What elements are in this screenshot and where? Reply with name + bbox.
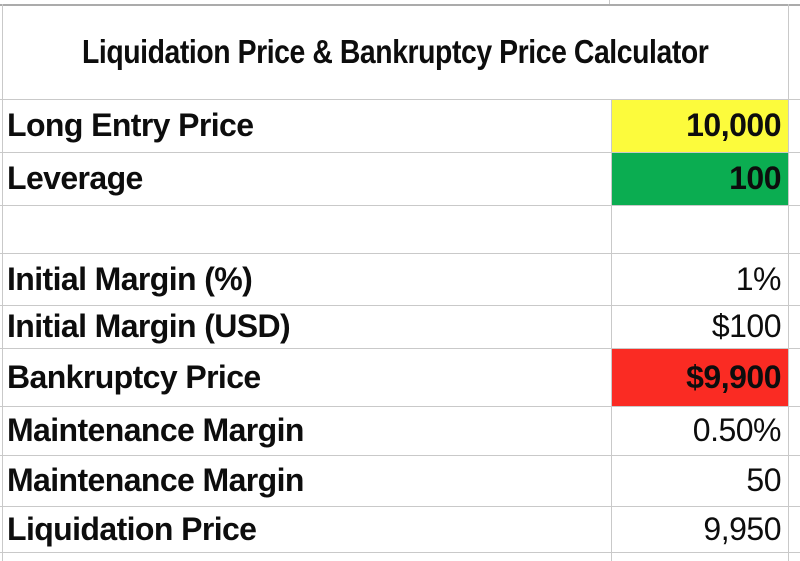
bankruptcy-price-value-cell[interactable]: $9,900: [611, 348, 788, 406]
maintenance-margin-pct-value-cell[interactable]: 0.50%: [692, 412, 782, 448]
page-title: Liquidation Price & Bankruptcy Price Cal…: [81, 32, 709, 70]
row-long-entry-price: Long Entry Price 10,000: [0, 99, 800, 152]
gridline-horizontal: [0, 205, 800, 206]
liquidation-price-label[interactable]: Liquidation Price: [7, 510, 257, 547]
gridline-horizontal: [0, 455, 800, 456]
initial-margin-usd-label[interactable]: Initial Margin (USD): [7, 308, 291, 344]
row-initial-margin-pct: Initial Margin (%) 1%: [0, 253, 800, 305]
gridline-vertical: [609, 0, 610, 4]
gridline-horizontal: [0, 348, 800, 349]
maintenance-margin-usd-label[interactable]: Maintenance Margin: [7, 462, 304, 498]
row-maintenance-margin-pct: Maintenance Margin 0.50%: [0, 406, 800, 455]
row-liquidation-price: Liquidation Price 9,950: [0, 506, 800, 552]
gridline-horizontal: [0, 406, 800, 407]
row-empty: [0, 205, 800, 253]
row-initial-margin-usd: Initial Margin (USD) $100: [0, 305, 800, 348]
title-cell: Liquidation Price & Bankruptcy Price Cal…: [2, 4, 788, 99]
leverage-label[interactable]: Leverage: [7, 160, 143, 196]
long-entry-price-label[interactable]: Long Entry Price: [7, 107, 254, 143]
initial-margin-pct-value-cell[interactable]: 1%: [735, 260, 782, 297]
calculator-table: Liquidation Price & Bankruptcy Price Cal…: [0, 4, 800, 552]
initial-margin-pct-label[interactable]: Initial Margin (%): [7, 260, 253, 297]
gridline-horizontal: [0, 4, 800, 6]
gridline-horizontal: [0, 506, 800, 507]
liquidation-price-value-cell[interactable]: 9,950: [703, 510, 781, 547]
initial-margin-usd-value-cell[interactable]: $100: [711, 308, 782, 344]
title-row: Liquidation Price & Bankruptcy Price Cal…: [0, 4, 800, 99]
bankruptcy-price-label[interactable]: Bankruptcy Price: [7, 358, 261, 395]
row-leverage: Leverage 100: [0, 152, 800, 205]
gridline-vertical: [2, 4, 3, 561]
row-bankruptcy-price: Bankruptcy Price $9,900: [0, 348, 800, 406]
row-maintenance-margin-usd: Maintenance Margin 50: [0, 455, 800, 506]
gridline-vertical: [611, 99, 612, 561]
leverage-value-cell[interactable]: 100: [611, 152, 788, 205]
long-entry-price-value-cell[interactable]: 10,000: [611, 99, 788, 152]
gridline-horizontal: [0, 152, 800, 153]
maintenance-margin-usd-value-cell[interactable]: 50: [746, 462, 781, 498]
empty-value-cell[interactable]: [611, 205, 788, 253]
gridline-vertical: [788, 4, 789, 561]
maintenance-margin-pct-label[interactable]: Maintenance Margin: [7, 412, 304, 448]
gridline-horizontal: [0, 552, 800, 553]
gridline-horizontal: [0, 253, 800, 254]
empty-label-cell[interactable]: [2, 205, 611, 253]
gridline-horizontal: [0, 99, 800, 100]
gridline-horizontal: [0, 305, 800, 306]
